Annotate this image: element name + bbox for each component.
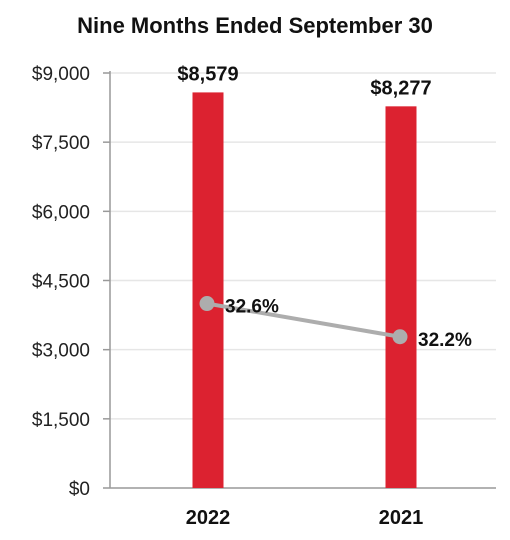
- y-tick-label: $6,000: [32, 202, 90, 223]
- bar-data-label: $8,579: [177, 63, 238, 85]
- y-tick-label: $3,000: [32, 341, 90, 362]
- line-point: [199, 296, 215, 312]
- bar: [192, 92, 224, 488]
- grid-layer: [110, 72, 496, 420]
- line-data-label: 32.2%: [418, 330, 472, 351]
- bar: [385, 106, 417, 489]
- y-tick-label: $7,500: [32, 133, 90, 154]
- label-layer: $8,579 $8,277 32.6% 32.2%: [177, 63, 472, 350]
- y-tick-label: $1,500: [32, 410, 90, 431]
- chart-title: Nine Months Ended September 30: [77, 13, 433, 38]
- x-tick-label: 2021: [379, 507, 424, 529]
- y-tick-label: $9,000: [32, 64, 90, 85]
- line-data-label: 32.6%: [225, 297, 279, 318]
- line-point: [392, 329, 408, 345]
- line-layer: [199, 296, 408, 345]
- y-tick-label: $0: [69, 479, 90, 500]
- bar-layer: [192, 92, 417, 489]
- series-line: [206, 301, 401, 339]
- axis-layer: $0 $1,500 $3,000 $4,500 $6,000 $7,500 $9,000 20…: [32, 64, 496, 529]
- x-tick-label: 2022: [186, 507, 231, 529]
- bar-data-label: $8,277: [370, 77, 431, 99]
- y-tick-label: $4,500: [32, 272, 90, 293]
